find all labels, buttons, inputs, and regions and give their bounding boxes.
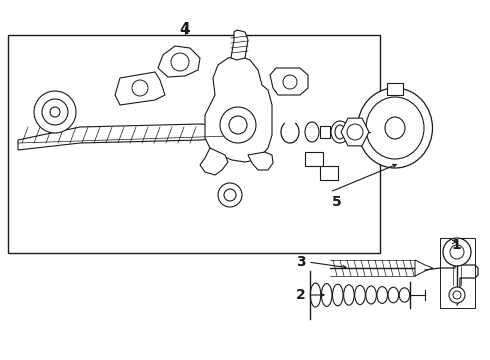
- Ellipse shape: [366, 97, 424, 159]
- Polygon shape: [200, 148, 228, 175]
- Ellipse shape: [50, 107, 60, 117]
- Circle shape: [218, 183, 242, 207]
- Ellipse shape: [321, 284, 332, 306]
- Polygon shape: [415, 260, 433, 276]
- Circle shape: [453, 291, 461, 299]
- Ellipse shape: [388, 287, 398, 303]
- Circle shape: [224, 189, 236, 201]
- Ellipse shape: [333, 284, 343, 306]
- Ellipse shape: [42, 99, 68, 125]
- Polygon shape: [248, 152, 273, 170]
- Bar: [440, 238, 475, 308]
- Ellipse shape: [355, 285, 365, 305]
- Polygon shape: [18, 124, 230, 150]
- Ellipse shape: [377, 287, 388, 303]
- Ellipse shape: [366, 286, 376, 304]
- Text: 3: 3: [296, 255, 306, 269]
- Circle shape: [449, 287, 465, 303]
- Bar: [320, 166, 338, 180]
- Circle shape: [220, 107, 256, 143]
- Circle shape: [171, 53, 189, 71]
- Text: 2: 2: [296, 288, 306, 302]
- Text: 4: 4: [180, 22, 190, 37]
- Ellipse shape: [34, 91, 76, 133]
- Polygon shape: [115, 72, 165, 105]
- Circle shape: [283, 75, 297, 89]
- Ellipse shape: [335, 125, 345, 139]
- Bar: [387, 83, 403, 95]
- Ellipse shape: [305, 122, 319, 142]
- Circle shape: [347, 124, 363, 140]
- Text: 1: 1: [451, 238, 461, 252]
- Polygon shape: [158, 46, 200, 77]
- Ellipse shape: [310, 283, 321, 307]
- Polygon shape: [270, 68, 308, 95]
- Circle shape: [132, 80, 148, 96]
- Circle shape: [443, 238, 471, 266]
- Ellipse shape: [399, 288, 410, 302]
- Polygon shape: [341, 118, 369, 146]
- Circle shape: [450, 245, 464, 259]
- Circle shape: [229, 116, 247, 134]
- Ellipse shape: [343, 285, 354, 305]
- Bar: [320, 126, 330, 138]
- Polygon shape: [231, 30, 248, 60]
- Polygon shape: [205, 56, 272, 162]
- Ellipse shape: [331, 121, 349, 143]
- Bar: [305, 152, 323, 166]
- Ellipse shape: [385, 117, 405, 139]
- Ellipse shape: [358, 88, 433, 168]
- Text: 5: 5: [332, 195, 342, 209]
- Bar: [8, 35, 380, 253]
